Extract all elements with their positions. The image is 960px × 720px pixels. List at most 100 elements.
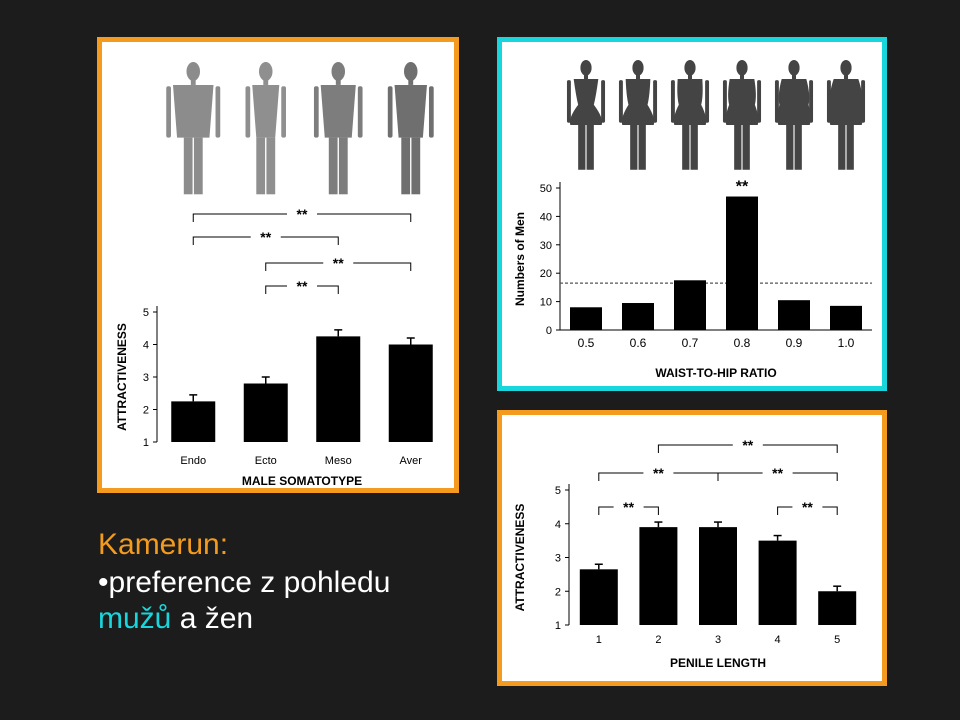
x-tick-label: Ecto: [255, 455, 277, 467]
figure-arm: [757, 80, 762, 123]
bar-5: [818, 591, 857, 625]
figure-leg: [638, 122, 646, 170]
bar-0.8: [726, 196, 758, 330]
figure-head: [404, 62, 418, 81]
y-tick-label: 10: [540, 297, 552, 309]
waist-to-hip-chart: 0 10 20 30 40 50 0.5 0.6 0.7 0.8 0.9 1.0 WAIST-TO-HI…: [513, 60, 872, 380]
male-figure-Aver: [387, 62, 434, 195]
figure-neck: [635, 74, 641, 80]
figure-torso: [725, 79, 759, 125]
bar-4: [758, 540, 797, 625]
x-axis-label: PENILE LENGTH: [670, 656, 766, 670]
bar-1.0: [830, 305, 862, 330]
figure-torso: [569, 79, 603, 125]
y-tick-label: 5: [555, 485, 561, 497]
figure-arm: [357, 86, 363, 138]
figure-leg: [690, 122, 698, 170]
bar-1: [579, 569, 618, 625]
female-figure-0.7: [670, 60, 710, 170]
significance-label: **: [623, 499, 634, 515]
penile-length-chart-panel: 1 2 3 4 5 1 2 3 4 5 PENILE LENGTH ATTRACTIVENESS ** *…: [497, 410, 887, 686]
figure-arm: [281, 86, 286, 138]
figure-leg: [256, 137, 266, 195]
x-tick-label: 2: [655, 634, 661, 646]
significance-bracket: **: [192, 229, 339, 245]
bar-0.5: [570, 307, 602, 330]
significance-label: **: [260, 229, 271, 245]
bracket-line: [265, 262, 324, 271]
x-axis-label: MALE SOMATOTYPE: [242, 474, 362, 488]
figure-head: [259, 62, 273, 81]
figure-leg: [630, 122, 638, 170]
slide-bullet: •preference z pohledu: [98, 566, 390, 600]
significance-bracket: **: [598, 499, 659, 515]
figure-torso: [173, 84, 214, 138]
figure-leg: [734, 122, 742, 170]
figure-arm: [245, 86, 251, 138]
somatotype-chart-panel: 1 2 3 4 5 Endo Ecto Meso Aver MALE SOMATOTYPE ATTR…: [97, 37, 459, 493]
figure-head: [580, 60, 592, 76]
figure-arm: [618, 80, 623, 123]
x-tick-label: 4: [775, 634, 781, 646]
y-tick-label: 3: [143, 372, 149, 384]
figure-leg: [838, 122, 846, 170]
bracket-line: [643, 506, 659, 515]
figure-head: [684, 60, 696, 76]
figure-leg: [682, 122, 690, 170]
figure-arm: [601, 80, 606, 123]
bullet-text: preference z pohledu: [108, 566, 391, 599]
bracket-line: [657, 444, 733, 453]
y-tick-label: 3: [555, 553, 561, 565]
figure-torso: [621, 79, 655, 125]
y-tick-label: 2: [555, 586, 561, 598]
female-figure-0.8: [722, 60, 762, 170]
significance-label: **: [772, 465, 783, 481]
figure-neck: [843, 74, 849, 80]
bar-0.6: [622, 303, 654, 330]
y-axis-label: ATTRACTIVENESS: [115, 323, 129, 431]
x-tick-label: 0.8: [734, 336, 751, 350]
y-tick-label: 50: [540, 183, 552, 195]
figure-torso: [777, 79, 811, 125]
penile-length-chart: 1 2 3 4 5 1 2 3 4 5 PENILE LENGTH ATTRACTIVENESS ** *…: [513, 437, 857, 670]
figure-leg: [578, 122, 586, 170]
continuation-text: a žen: [179, 602, 254, 635]
y-tick-label: 4: [555, 519, 561, 531]
bracket-line: [792, 472, 838, 481]
y-tick-label: 2: [143, 405, 149, 417]
x-tick-label: 1: [596, 634, 602, 646]
bar-3: [699, 527, 737, 625]
bracket-line: [192, 213, 287, 222]
figure-torso: [252, 84, 280, 138]
bar-Endo: [171, 401, 216, 442]
y-tick-label: 40: [540, 211, 552, 223]
significance-bracket: **: [598, 465, 719, 481]
significance-bracket: **: [265, 255, 412, 271]
bar-2: [639, 527, 678, 625]
figure-head: [186, 62, 200, 81]
figure-arm: [215, 86, 221, 138]
figure-neck: [739, 74, 745, 80]
female-figure-1.0: [826, 60, 866, 170]
figure-arm: [809, 80, 814, 123]
figure-leg: [401, 137, 411, 195]
bracket-line: [317, 285, 339, 294]
bar-Meso: [316, 336, 361, 442]
figure-leg: [742, 122, 750, 170]
bracket-line: [280, 236, 339, 245]
figure-leg: [846, 122, 854, 170]
waist-to-hip-chart-panel: 0 10 20 30 40 50 0.5 0.6 0.7 0.8 0.9 1.0 WAIST-TO-HI…: [497, 37, 887, 391]
bracket-line: [598, 472, 644, 481]
significance-label: **: [802, 499, 813, 515]
male-figure-Meso: [313, 62, 363, 195]
x-tick-label: 0.5: [578, 336, 595, 350]
y-tick-label: 1: [143, 437, 149, 449]
significance-bracket: **: [192, 206, 412, 222]
significance-bracket: **: [777, 499, 838, 515]
figure-neck: [335, 79, 341, 85]
female-figure-0.9: [774, 60, 814, 170]
y-tick-label: 1: [555, 620, 561, 632]
y-axis-label: Numbers of Men: [513, 212, 527, 306]
figure-torso: [829, 79, 863, 125]
figure-neck: [190, 79, 196, 85]
